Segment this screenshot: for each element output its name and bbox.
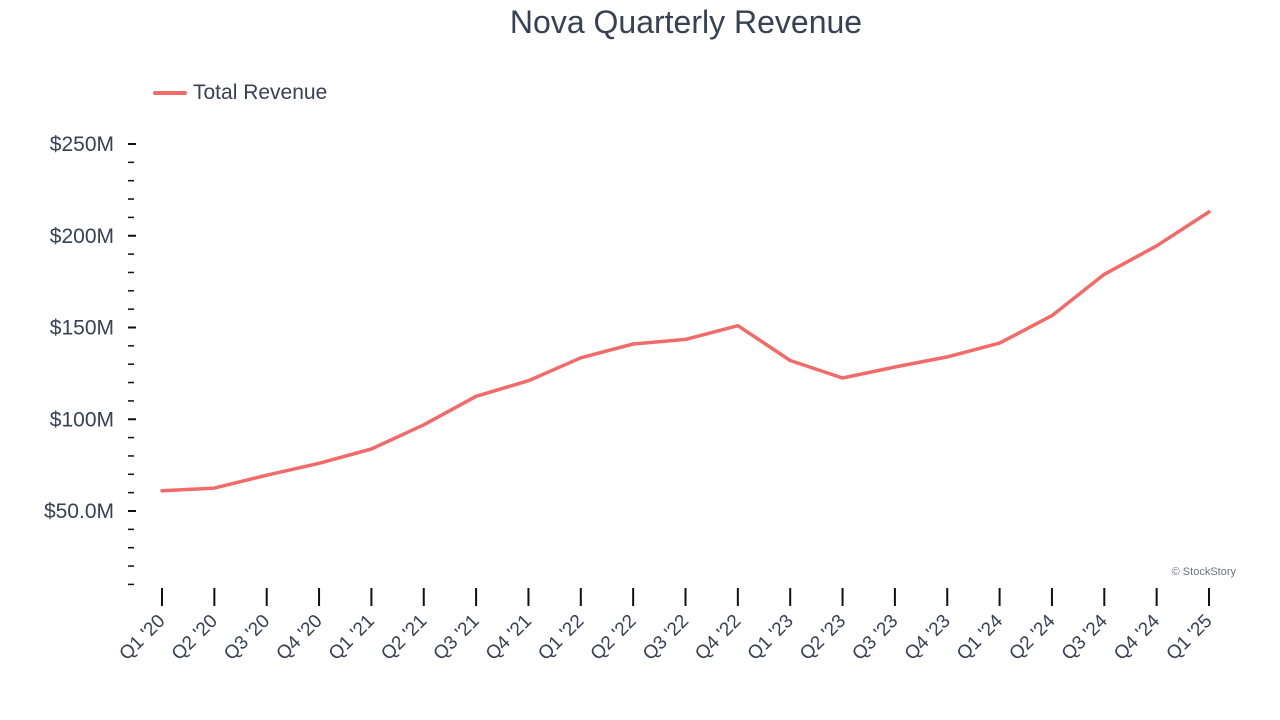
x-tick-label: Q1 '21 (325, 611, 379, 665)
x-tick-label: Q4 '21 (482, 611, 536, 665)
x-tick-label: Q2 '20 (168, 611, 222, 665)
chart-title: Nova Quarterly Revenue (510, 4, 862, 40)
y-tick-label: $250M (50, 133, 114, 156)
y-tick-label: $50.0M (44, 500, 114, 523)
x-tick-label: Q2 '23 (796, 611, 850, 665)
x-tick-label: Q2 '21 (377, 611, 431, 665)
x-tick-label: Q3 '21 (430, 611, 484, 665)
x-tick-label: Q1 '22 (534, 611, 588, 665)
series-line-total-revenue (160, 210, 1211, 493)
x-tick-label: Q2 '22 (587, 611, 641, 665)
series-layer (160, 210, 1211, 493)
x-tick-label: Q1 '24 (953, 610, 1007, 664)
x-tick-label: Q3 '24 (1058, 610, 1112, 664)
y-axis: $50.0M $100M $150M $200M $250M (44, 133, 136, 586)
x-tick-label: Q4 '24 (1110, 610, 1164, 664)
x-tick-label: Q3 '22 (639, 611, 693, 665)
x-tick-label: Q4 '22 (691, 611, 745, 665)
y-tick-label: $100M (50, 408, 114, 431)
x-tick-label: Q3 '20 (220, 611, 274, 665)
legend-label-total-revenue: Total Revenue (193, 81, 327, 104)
x-tick-label: Q1 '25 (1163, 611, 1217, 665)
x-tick-label: Q2 '24 (1005, 610, 1059, 664)
x-tick-label: Q4 '23 (901, 611, 955, 665)
y-tick-label: $200M (50, 225, 114, 248)
watermark: © StockStory (1172, 566, 1237, 578)
y-tick-label: $150M (50, 317, 114, 340)
x-tick-label: Q4 '20 (273, 611, 327, 665)
x-tick-label: Q1 '20 (116, 611, 170, 665)
legend: Total Revenue (153, 81, 327, 104)
x-tick-label: Q3 '23 (848, 611, 902, 665)
x-tick-label: Q1 '23 (744, 611, 798, 665)
